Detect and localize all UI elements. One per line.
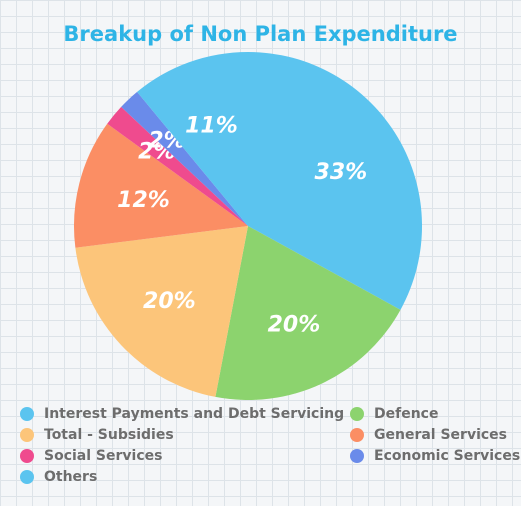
legend-swatch	[20, 407, 34, 421]
pie-slice-interest-payments-and-debt-servicing	[248, 52, 423, 310]
legend-swatch	[20, 428, 34, 442]
slice-label-interest-payments-and-debt-servicing: 33%	[315, 160, 368, 185]
legend-item-economic-services: Economic Services	[350, 446, 520, 466]
legend-swatch	[350, 428, 364, 442]
legend-item-defence: Defence	[350, 404, 510, 424]
legend-label: General Services	[374, 427, 508, 443]
slice-label-defence: 20%	[268, 313, 321, 338]
legend-label: Interest Payments and Debt Servicing	[44, 406, 345, 422]
legend-item-social-services: Social Services	[20, 446, 350, 466]
pie-slice-economic-services	[121, 91, 248, 226]
legend-swatch	[350, 407, 364, 421]
legend-item-total-subsidies: Total - Subsidies	[20, 425, 350, 445]
legend-item-interest-payments-and-debt-servicing: Interest Payments and Debt Servicing	[20, 404, 350, 424]
legend-item-others: Others	[20, 467, 350, 487]
pie-slice-total-subsidies	[75, 226, 248, 397]
pie-slice-defence	[215, 226, 401, 400]
chart-legend: Interest Payments and Debt Servicing Defe…	[20, 404, 520, 487]
legend-swatch	[350, 449, 364, 463]
legend-swatch	[20, 470, 34, 484]
legend-item-general-services: General Services	[350, 425, 510, 445]
legend-label: Total - Subsidies	[44, 427, 174, 443]
slice-label-others: 11%	[185, 113, 238, 138]
slice-label-general-services: 12%	[117, 188, 170, 213]
legend-label: Defence	[374, 406, 439, 422]
pie-slice-social-services	[107, 106, 248, 226]
pie-slice-others	[137, 52, 248, 226]
chart-title: Breakup of Non Plan Expenditure	[63, 22, 458, 46]
legend-swatch	[20, 449, 34, 463]
legend-label: Social Services	[44, 448, 163, 464]
legend-label: Others	[44, 469, 98, 485]
pie-slice-general-services	[74, 123, 248, 248]
legend-label: Economic Services	[374, 448, 521, 464]
slice-label-total-subsidies: 20%	[143, 289, 196, 314]
